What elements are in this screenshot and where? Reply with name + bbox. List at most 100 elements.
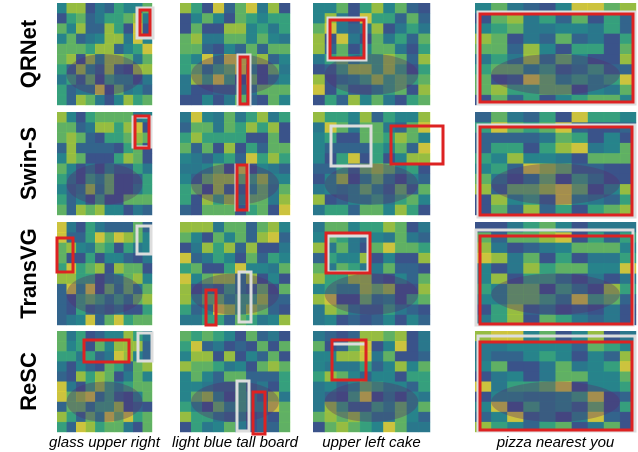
heat-cell [246, 23, 257, 34]
heat-cell [313, 304, 325, 315]
heat-cell [114, 232, 124, 243]
heat-cell [191, 112, 202, 123]
heat-cell [572, 23, 588, 34]
heat-cell [588, 232, 604, 243]
heat-cell [507, 44, 523, 55]
heat-cell [407, 331, 419, 341]
heat-cell [604, 371, 620, 381]
heat-cell [588, 351, 604, 361]
heat-cell [313, 85, 325, 96]
heat-cell [268, 95, 279, 106]
heat-cell [279, 64, 290, 75]
heat-cell [246, 253, 257, 264]
heat-cell [191, 23, 202, 34]
heat-cell [523, 112, 539, 123]
heat-cell [372, 122, 384, 133]
heat-cell [95, 232, 105, 243]
heat-cell [268, 143, 279, 154]
heat-cell [180, 174, 191, 185]
heat-cell [372, 351, 384, 361]
heat-cell [235, 112, 246, 123]
heat-cell [336, 222, 348, 233]
heat-cell [180, 205, 191, 216]
heat-cell [336, 3, 348, 14]
heat-cell [336, 253, 348, 264]
heat-cell [348, 3, 360, 14]
heat-cell [246, 3, 257, 14]
heat-cell [507, 143, 523, 154]
heat-cell [348, 143, 360, 154]
heat-cell [383, 23, 395, 34]
heat-cell [180, 392, 191, 402]
heat-cell [268, 44, 279, 55]
heat-cell [76, 205, 86, 216]
heat-cell [556, 253, 572, 264]
heat-cell [67, 3, 77, 14]
heat-cell [191, 143, 202, 154]
heat-cell [372, 253, 384, 264]
heat-cell [268, 243, 279, 254]
heat-cell [313, 351, 325, 361]
heat-cell [105, 34, 115, 45]
heat-cell [348, 95, 360, 106]
heat-cell [313, 3, 325, 14]
heat-cell [105, 315, 115, 326]
heat-cell [268, 122, 279, 133]
heat-cell [539, 153, 555, 164]
heat-cell [180, 331, 191, 341]
heat-cell [191, 13, 202, 24]
figure: QRNetSwin-STransVGReSCglass upper rightl… [0, 0, 638, 452]
heat-cell [105, 243, 115, 254]
heat-cell [213, 143, 224, 154]
heat-cell [372, 331, 384, 341]
heat-cell [105, 222, 115, 233]
heat-cell [313, 392, 325, 402]
heat-cell [67, 422, 77, 432]
heat-cell [191, 351, 202, 361]
heat-cell [383, 112, 395, 123]
heat-cell [235, 133, 246, 144]
heat-cell [418, 174, 430, 185]
heat-cell [523, 253, 539, 264]
heat-cell [604, 263, 620, 274]
heat-cell [383, 341, 395, 351]
heat-cell [95, 153, 105, 164]
heat-cell [143, 371, 153, 381]
heat-cell [224, 23, 235, 34]
heat-cell [213, 95, 224, 106]
heat-cell [180, 54, 191, 65]
object-shadow [67, 274, 143, 315]
heat-cell [348, 133, 360, 144]
heat-cell [180, 222, 191, 233]
heat-cell [124, 232, 134, 243]
heat-cell [257, 243, 268, 254]
heat-cell [325, 422, 337, 432]
heat-cell [604, 133, 620, 144]
heat-cell [313, 164, 325, 175]
heat-cell [395, 222, 407, 233]
heat-cell [213, 205, 224, 216]
heat-cell [418, 74, 430, 85]
heat-cell [383, 153, 395, 164]
heat-cell [57, 85, 67, 96]
heat-cell [279, 412, 290, 422]
heat-cell [268, 232, 279, 243]
heat-cell [86, 122, 96, 133]
heat-cell [213, 341, 224, 351]
heat-cell [124, 315, 134, 326]
heat-cell [213, 331, 224, 341]
heat-cell [360, 95, 372, 106]
heat-cell [336, 95, 348, 106]
heat-cell [67, 112, 77, 123]
heat-cell [246, 331, 257, 341]
heat-cell [95, 3, 105, 14]
heat-cell [336, 361, 348, 371]
heat-cell [57, 153, 67, 164]
heat-cell [57, 294, 67, 305]
heat-cell [114, 3, 124, 14]
heat-cell [213, 13, 224, 24]
heat-cell [57, 222, 67, 233]
heat-cell [202, 205, 213, 216]
heat-cell [372, 95, 384, 106]
heat-cell [268, 13, 279, 24]
